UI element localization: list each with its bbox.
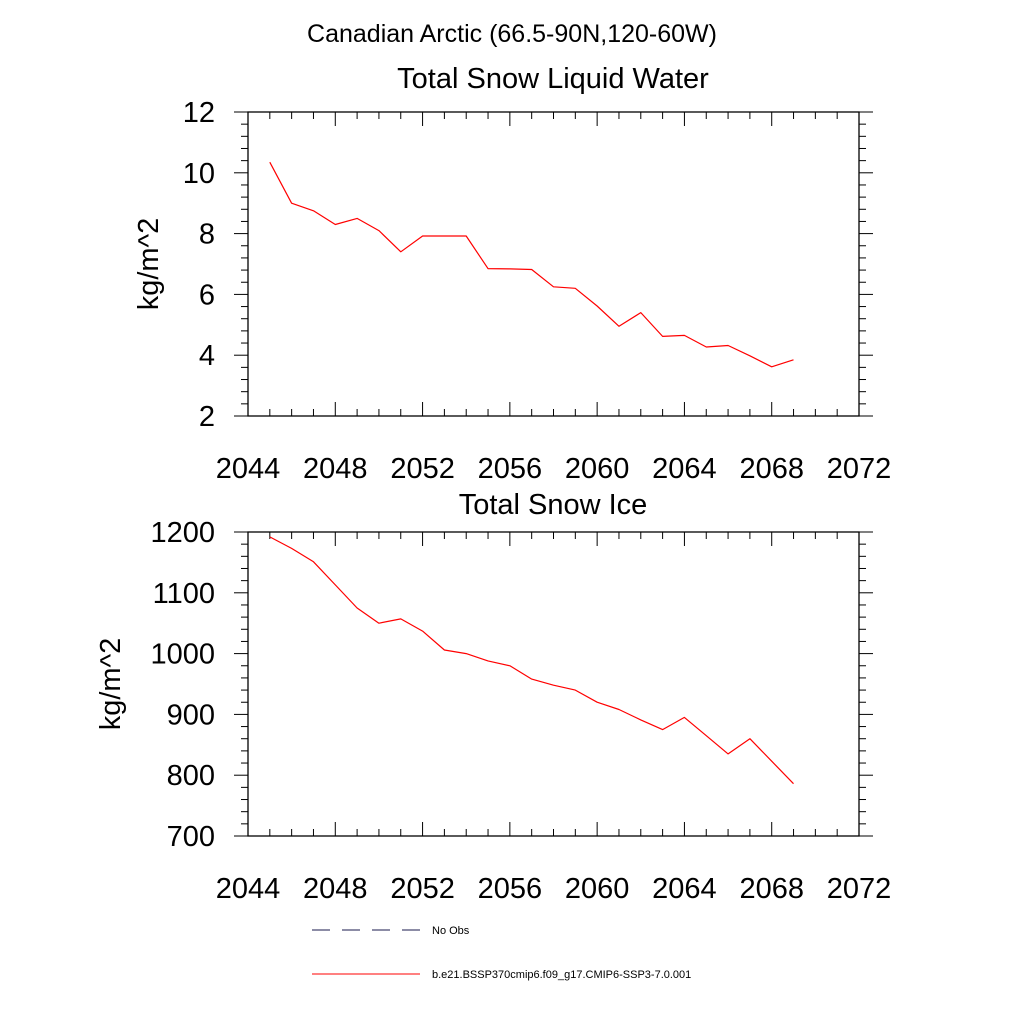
legend-label-no-obs: No Obs	[432, 925, 470, 937]
series-line	[269, 161, 794, 368]
x-tick-label: 2072	[827, 453, 892, 485]
legend: No Obs b.e21.BSSP370cmip6.f09_g17.CMIP6-…	[312, 925, 691, 981]
x-tick-label: 2048	[303, 453, 368, 485]
x-tick-label: 2060	[565, 453, 630, 485]
plot-frame	[247, 531, 860, 837]
panel-title: Total Snow Liquid Water	[397, 63, 709, 95]
y-axis-label: kg/m^2	[95, 638, 127, 731]
panel-snow-liquid-water: Total Snow Liquid Water kg/m^2 2044 2048 2…	[133, 63, 891, 485]
x-tick-label: 2052	[390, 453, 455, 485]
y-tick-label: 12	[183, 97, 215, 129]
panel-snow-ice: Total Snow Ice kg/m^2 2044 2048 2052 2056 20…	[95, 489, 891, 905]
y-tick-label: 800	[167, 760, 215, 792]
y-tick-label: 700	[167, 821, 215, 853]
x-tick-label: 2064	[652, 453, 717, 485]
y-tick-label: 1200	[150, 517, 215, 549]
y-tick-label: 10	[183, 158, 215, 190]
legend-label-model: b.e21.BSSP370cmip6.f09_g17.CMIP6-SSP3-7.…	[432, 969, 691, 981]
y-axis-label: kg/m^2	[133, 218, 165, 311]
y-tick-label: 2	[199, 401, 215, 433]
x-tick-label: 2064	[652, 873, 717, 905]
axis-tick-labels: 2044 2048 2052 2056 2060 2064 2068 2072 700 800 90…	[150, 517, 891, 905]
x-tick-label: 2044	[216, 453, 281, 485]
panel-title: Total Snow Ice	[459, 489, 648, 521]
axis-tick-labels: 2044 2048 2052 2056 2060 2064 2068 2072 2 4 6 8 10 12	[183, 97, 892, 485]
series-line	[269, 536, 794, 785]
axis-ticks	[234, 531, 873, 837]
y-tick-label: 8	[199, 219, 215, 251]
x-tick-label: 2068	[739, 873, 804, 905]
y-tick-label: 6	[199, 279, 215, 311]
x-tick-label: 2044	[216, 873, 281, 905]
x-tick-label: 2048	[303, 873, 368, 905]
x-tick-label: 2068	[739, 453, 804, 485]
x-tick-label: 2052	[390, 873, 455, 905]
x-tick-label: 2056	[478, 453, 543, 485]
y-tick-label: 1000	[150, 639, 215, 671]
x-tick-label: 2060	[565, 873, 630, 905]
plot-frame	[247, 111, 860, 417]
axis-ticks	[234, 111, 873, 417]
y-tick-label: 4	[199, 340, 215, 372]
data-series	[269, 536, 794, 785]
y-tick-label: 900	[167, 699, 215, 731]
y-tick-label: 1100	[153, 578, 215, 610]
figure-title: Canadian Arctic (66.5-90N,120-60W)	[307, 20, 717, 48]
x-tick-label: 2072	[827, 873, 892, 905]
x-tick-label: 2056	[478, 873, 543, 905]
data-series	[269, 161, 794, 368]
